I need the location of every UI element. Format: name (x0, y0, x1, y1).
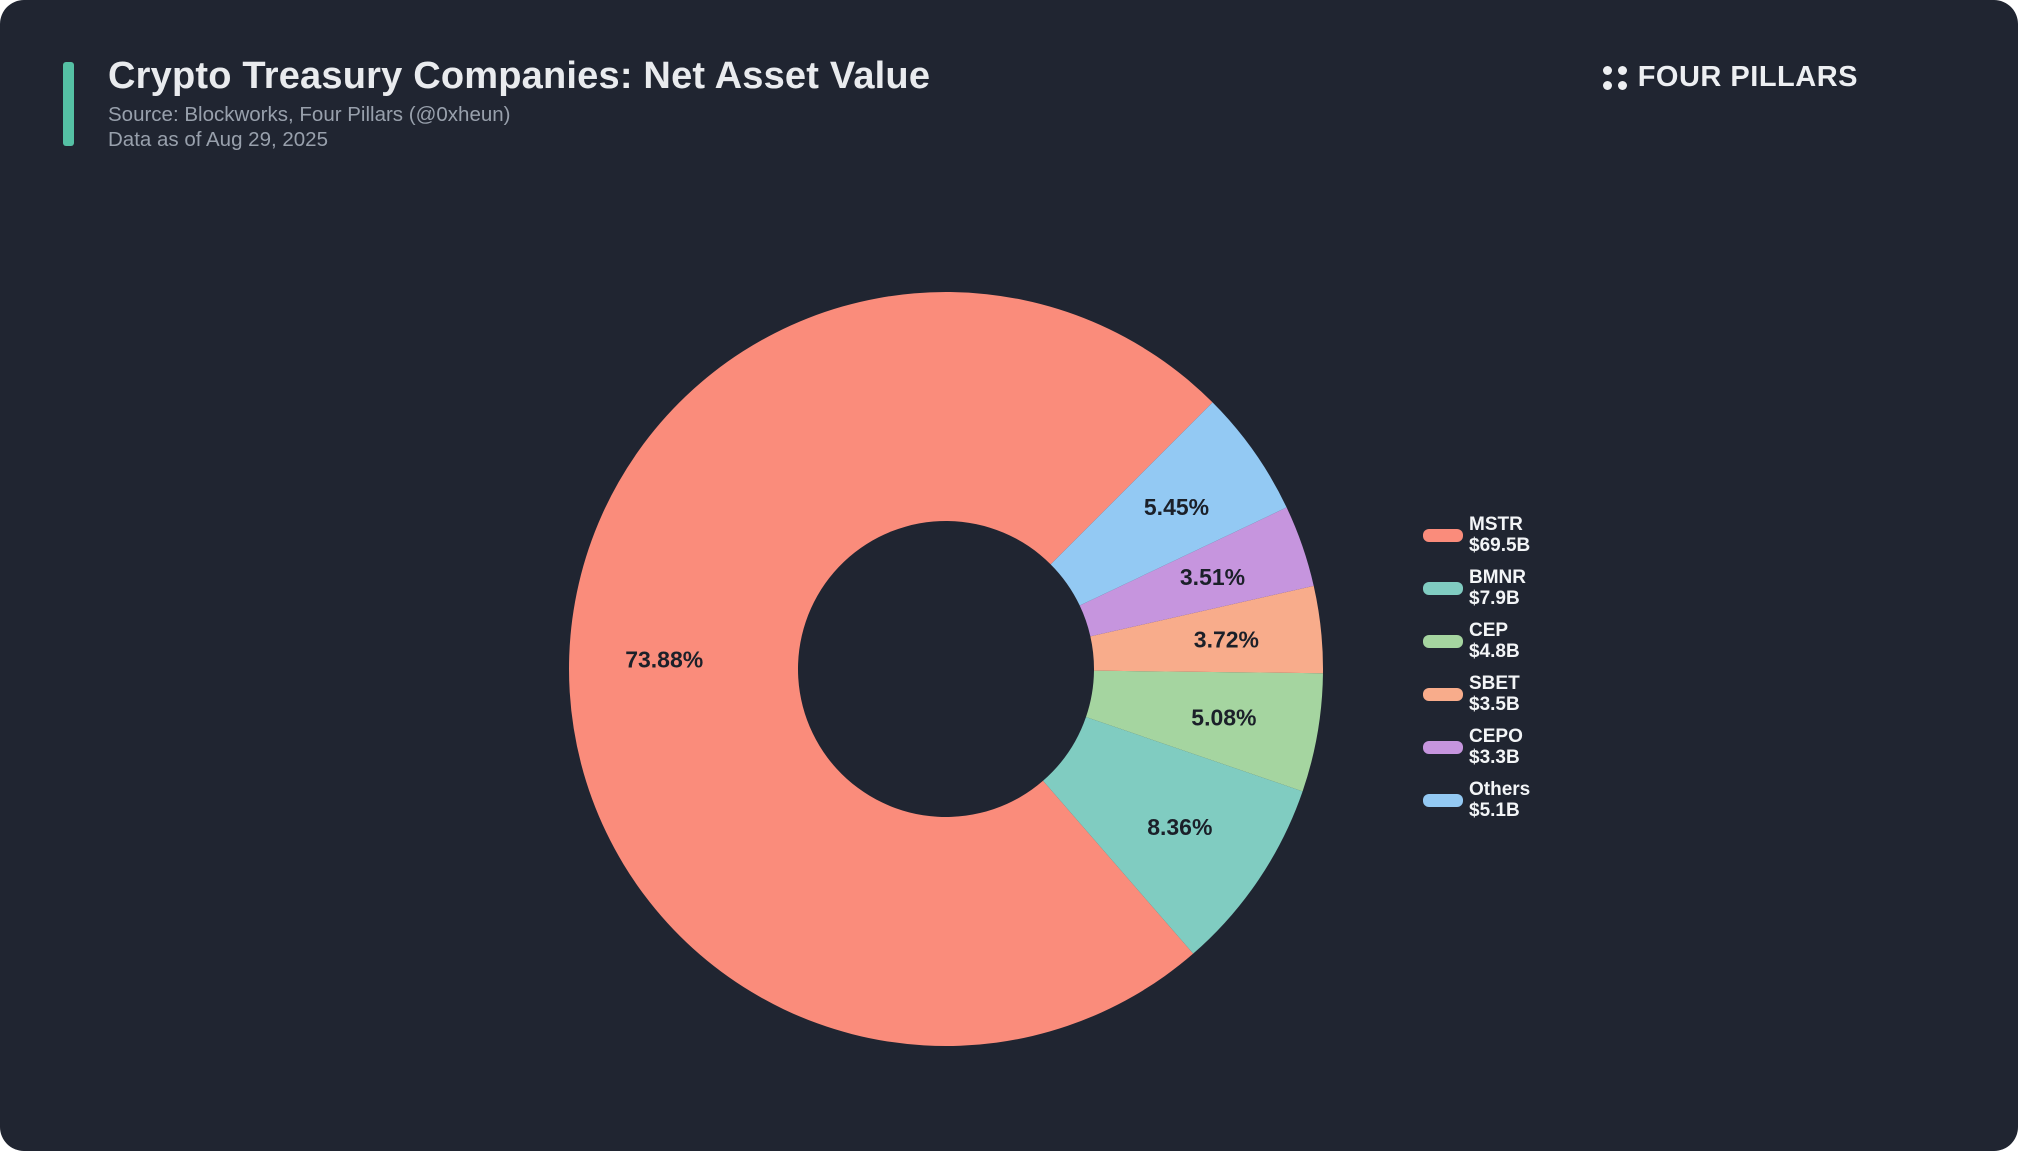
legend-value: $7.9B (1469, 588, 1520, 609)
legend-ticker: MSTR (1469, 514, 1523, 535)
legend-value: $3.5B (1469, 694, 1520, 715)
percent-label-bmnr: 8.36% (1147, 814, 1212, 840)
percent-label-mstr: 73.88% (625, 646, 703, 672)
legend-value: $69.5B (1469, 535, 1531, 556)
percent-label-cepo: 3.51% (1180, 564, 1245, 590)
legend-value: $5.1B (1469, 800, 1520, 821)
legend-ticker: BMNR (1469, 567, 1526, 588)
subtitle: Source: Blockworks, Four Pillars (@0xheu… (108, 102, 510, 152)
legend-ticker: CEPO (1469, 726, 1523, 747)
legend-ticker: SBET (1469, 673, 1520, 694)
legend-item-bmnr: BMNR $7.9B (1423, 567, 1530, 609)
legend-swatch-mstr (1423, 528, 1463, 542)
brand-name: FOUR PILLARS (1637, 61, 1858, 93)
legend-item-cep: CEP $4.8B (1423, 620, 1530, 662)
pie-slice-others (1050, 402, 1287, 606)
pie-slice-sbet (1090, 585, 1324, 674)
legend-swatch-others (1423, 793, 1463, 807)
legend-item-mstr: MSTR $69.5B (1423, 514, 1530, 556)
legend-item-sbet: SBET $3.5B (1423, 673, 1530, 715)
pie-slice-cepo (1079, 507, 1314, 637)
percent-label-others: 5.45% (1144, 494, 1209, 520)
legend-value: $3.3B (1469, 747, 1520, 768)
legend-swatch-sbet (1423, 687, 1463, 701)
legend-swatch-cepo (1423, 740, 1463, 754)
percent-label-cep: 5.08% (1191, 704, 1256, 730)
legend-ticker: Others (1469, 779, 1531, 800)
legend-ticker: CEP (1469, 620, 1509, 641)
percent-label-sbet: 3.72% (1194, 627, 1259, 653)
legend-swatch-cep (1423, 634, 1463, 648)
legend-item-others: Others $5.1B (1423, 779, 1530, 821)
chart-legend: MSTR $69.5B BMNR $7.9B CEP $4.8B SBET $3… (1423, 514, 1530, 821)
legend-value: $4.8B (1469, 641, 1520, 662)
pie-slice-bmnr (1043, 717, 1303, 954)
page-title: Crypto Treasury Companies: Net Asset Val… (108, 55, 931, 97)
legend-item-cepo: CEPO $3.3B (1423, 726, 1530, 768)
pie-slice-mstr (569, 291, 1213, 1046)
four-dots-icon (1602, 65, 1627, 90)
pie-slice-cep (1085, 670, 1323, 792)
date-line: Data as of Aug 29, 2025 (108, 128, 328, 151)
title-accent-bar (63, 62, 74, 146)
legend-swatch-bmnr (1423, 581, 1463, 595)
brand-logo: FOUR PILLARS (1602, 61, 1858, 94)
source-line: Source: Blockworks, Four Pillars (@0xheu… (108, 103, 511, 126)
